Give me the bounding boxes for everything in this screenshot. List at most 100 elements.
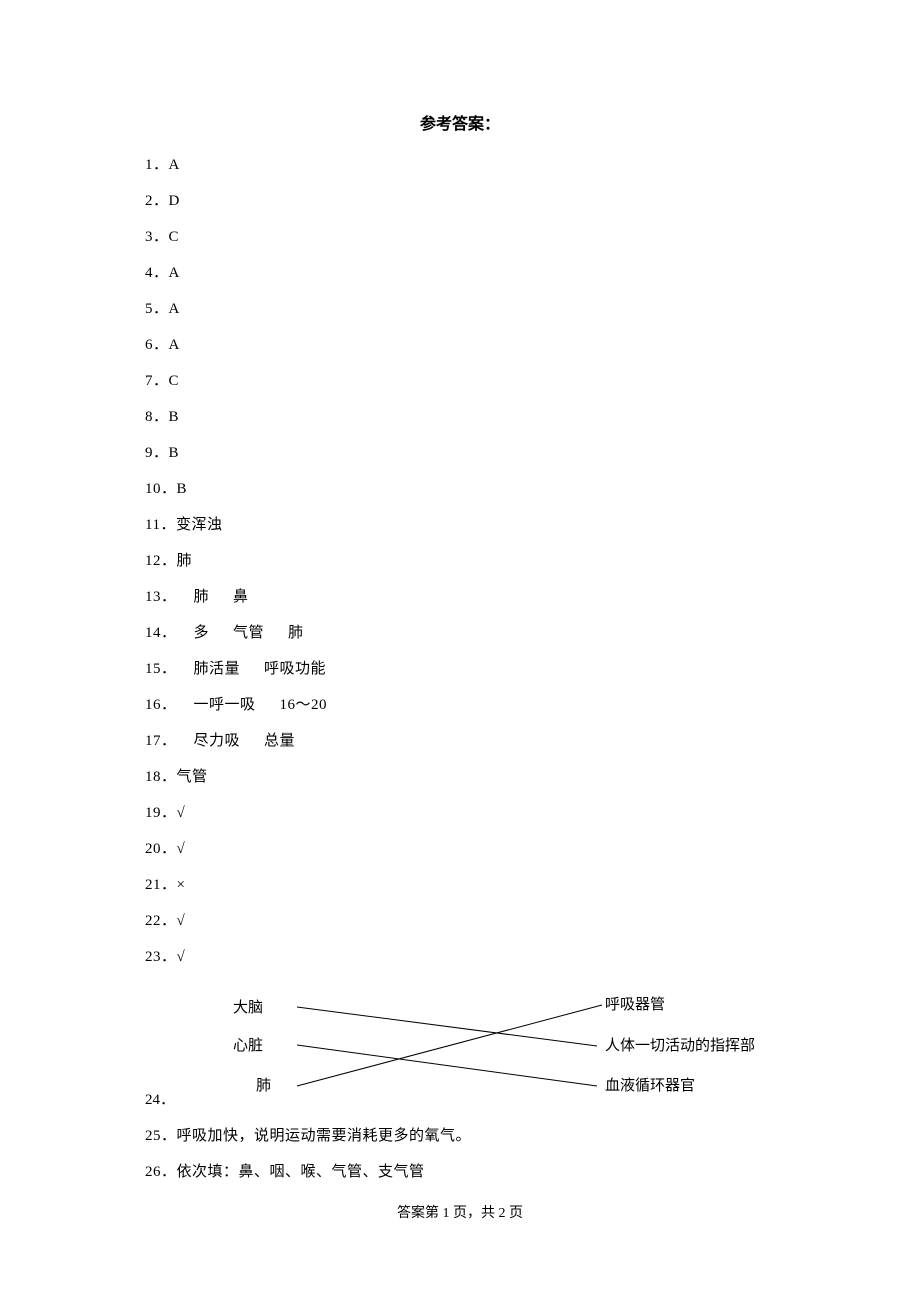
answer-line: 25．呼吸加快，说明运动需要消耗更多的氧气。 (145, 1129, 775, 1144)
answer-line: 10．B (145, 482, 775, 497)
answer-number: 10 (145, 481, 161, 497)
answer-line: 19．√ (145, 806, 775, 821)
answer-line: 11．变浑浊 (145, 518, 775, 533)
answer-line: 26．依次填：鼻、咽、喉、气管、支气管 (145, 1165, 775, 1180)
answer-number: 23 (145, 949, 161, 965)
answer-number: 13 (145, 589, 161, 605)
answer-dot: ． (161, 877, 177, 893)
answers-list: 1．A2．D3．C4．A5．A6．A7．C8．B9．B10．B11．变浑浊12．… (145, 158, 775, 965)
answer-line: 20．√ (145, 842, 775, 857)
answer-number: 12 (145, 553, 161, 569)
answer-line: 2．D (145, 194, 775, 209)
after-answers-list: 25．呼吸加快，说明运动需要消耗更多的氧气。26．依次填：鼻、咽、喉、气管、支气… (145, 1129, 775, 1180)
answer-value: C (169, 373, 180, 389)
answer-line: 15． 肺活量 呼吸功能 (145, 662, 775, 677)
answer-part: 16～20 (280, 697, 328, 713)
answer-dot: ． (153, 301, 169, 317)
answer-number: 15 (145, 661, 161, 677)
answer-dot: ． (153, 337, 169, 353)
answer-value: √ (177, 949, 186, 965)
answer-line: 13． 肺鼻 (145, 590, 775, 605)
answer-number: 2 (145, 193, 153, 209)
diagram-right-label: 人体一切活动的指挥部 (605, 1037, 755, 1054)
answer-part: 总量 (264, 733, 295, 749)
answer-line: 23．√ (145, 950, 775, 965)
answer-value: B (169, 445, 180, 461)
answer-part: 肺活量 (194, 661, 241, 677)
answer-line: 1．A (145, 158, 775, 173)
answer-part: 呼吸功能 (264, 661, 326, 677)
answer-value: A (169, 337, 180, 353)
answer-part: 气管 (233, 625, 264, 641)
answer-dot: ． (161, 733, 177, 749)
answer-value: C (169, 229, 180, 245)
answer-dot: ． (161, 481, 177, 497)
answer-part: 鼻 (233, 589, 249, 605)
answer-value: × (177, 877, 186, 893)
page-footer: 答案第 1 页，共 2 页 (0, 1202, 920, 1222)
answer-dot: ． (161, 1128, 177, 1144)
answer-value: 依次填：鼻、咽、喉、气管、支气管 (177, 1164, 425, 1180)
answer-line: 22．√ (145, 914, 775, 929)
answer-value: A (169, 157, 180, 173)
answer-value: 肺 (177, 553, 193, 569)
answer-dot: ． (161, 589, 177, 605)
answer-part: 肺 (194, 589, 210, 605)
answer-parts: 肺鼻 (177, 589, 273, 605)
answer-number: 24． (145, 1088, 175, 1109)
answer-value: A (169, 301, 180, 317)
answer-dot: ． (161, 625, 177, 641)
answer-number: 7 (145, 373, 153, 389)
diagram-right-label: 血液循环器官 (605, 1077, 695, 1094)
answer-value: 变浑浊 (176, 517, 223, 533)
answer-dot: ． (161, 949, 177, 965)
answer-number: 5 (145, 301, 153, 317)
diagram-left-label: 肺 (256, 1077, 271, 1094)
answer-number: 19 (145, 805, 161, 821)
answer-dot: ． (160, 517, 176, 533)
answer-number: 6 (145, 337, 153, 353)
answer-line: 8．B (145, 410, 775, 425)
answer-value: √ (177, 805, 186, 821)
answer-parts: 尽力吸总量 (177, 733, 320, 749)
answer-number: 3 (145, 229, 153, 245)
answer-line: 17． 尽力吸总量 (145, 734, 775, 749)
answer-line: 21．× (145, 878, 775, 893)
answer-part: 肺 (288, 625, 304, 641)
answer-line: 3．C (145, 230, 775, 245)
answer-number: 21 (145, 877, 161, 893)
answer-dot: ． (153, 265, 169, 281)
answer-line: 14． 多 气管 肺 (145, 626, 775, 641)
answer-number: 14 (145, 625, 161, 641)
matching-diagram: 24． 大脑心脏肺呼吸器管人体一切活动的指挥部血液循环器官 (145, 986, 775, 1109)
answer-line: 12．肺 (145, 554, 775, 569)
answer-part: 一呼一吸 (194, 697, 256, 713)
answer-dot: ． (153, 445, 169, 461)
answer-number: 4 (145, 265, 153, 281)
answer-number: 26 (145, 1164, 161, 1180)
answer-number: 17 (145, 733, 161, 749)
answer-value: B (177, 481, 188, 497)
answer-dot: ． (153, 157, 169, 173)
answer-value: D (169, 193, 180, 209)
answer-number: 20 (145, 841, 161, 857)
answer-number: 16 (145, 697, 161, 713)
answer-value: B (169, 409, 180, 425)
answer-value: 气管 (177, 769, 208, 785)
diagram-right-label: 呼吸器管 (605, 996, 665, 1013)
page-title: 参考答案： (145, 110, 775, 134)
answer-dot: ． (161, 661, 177, 677)
answer-dot: ． (161, 913, 177, 929)
answer-line: 4．A (145, 266, 775, 281)
answer-parts: 肺活量 呼吸功能 (177, 661, 351, 677)
answer-part: 多 (194, 625, 210, 641)
answer-number: 22 (145, 913, 161, 929)
answer-value: √ (177, 841, 186, 857)
answer-dot: ． (161, 553, 177, 569)
answer-number: 1 (145, 157, 153, 173)
answer-number: 8 (145, 409, 153, 425)
answer-dot: ． (161, 697, 177, 713)
answer-value: 呼吸加快，说明运动需要消耗更多的氧气。 (177, 1128, 472, 1144)
answer-line: 9．B (145, 446, 775, 461)
answer-parts: 多 气管 肺 (177, 625, 328, 641)
